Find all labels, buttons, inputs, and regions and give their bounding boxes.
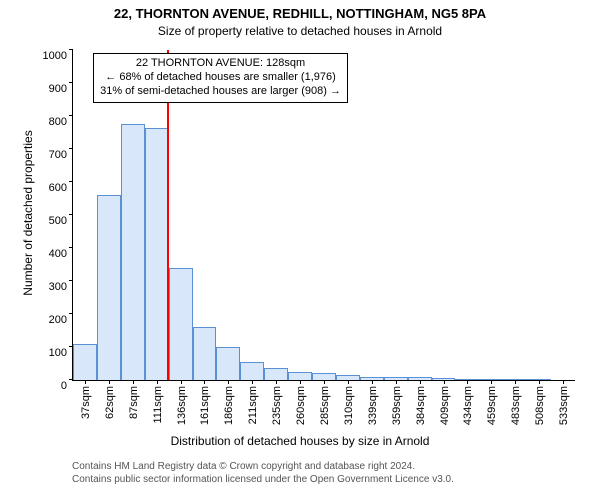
x-tick-label: 136sqm [174,386,188,425]
histogram-bar [312,373,336,380]
x-tick-mark [396,380,397,384]
x-tick-mark [348,380,349,384]
histogram-bar [73,344,97,380]
y-tick-label: 400 [49,248,73,260]
histogram-bar [264,368,288,380]
plot-area: 0100200300400500600700800900100037sqm62s… [72,50,575,381]
histogram-bar [145,128,169,380]
y-tick-mark [69,49,73,50]
y-tick-mark [69,82,73,83]
y-tick-label: 800 [49,116,73,128]
x-tick-mark [181,380,182,384]
y-tick-mark [69,115,73,116]
annotation-line-2: ← 68% of detached houses are smaller (1,… [100,71,341,85]
y-tick-label: 700 [49,149,73,161]
x-tick-mark [300,380,301,384]
x-tick-label: 211sqm [245,386,259,424]
x-tick-mark [444,380,445,384]
y-tick-mark [69,214,73,215]
y-axis-label: Number of detached properties [21,123,35,303]
x-tick-mark [372,380,373,384]
y-tick-label: 0 [61,380,73,392]
x-tick-label: 285sqm [317,386,331,425]
chart-container: 22, THORNTON AVENUE, REDHILL, NOTTINGHAM… [0,0,600,500]
x-tick-mark [420,380,421,384]
x-tick-mark [467,380,468,384]
annotation-line-3: 31% of semi-detached houses are larger (… [100,85,341,99]
y-tick-label: 300 [49,281,73,293]
x-tick-label: 235sqm [269,386,283,425]
histogram-bar [240,362,264,380]
x-tick-mark [252,380,253,384]
x-tick-label: 260sqm [293,386,307,425]
x-tick-mark [85,380,86,384]
x-tick-label: 434sqm [460,386,474,425]
x-tick-mark [324,380,325,384]
y-tick-mark [69,148,73,149]
y-tick-mark [69,181,73,182]
x-tick-mark [228,380,229,384]
y-tick-mark [69,313,73,314]
x-tick-label: 186sqm [221,386,235,425]
chart-subtitle: Size of property relative to detached ho… [0,24,600,38]
y-tick-mark [69,247,73,248]
y-tick-label: 100 [49,347,73,359]
footer-line-2: Contains public sector information licen… [72,473,454,486]
histogram-bar [193,327,217,380]
x-tick-label: 62sqm [102,386,116,419]
annotation-box: 22 THORNTON AVENUE: 128sqm← 68% of detac… [93,53,348,102]
x-tick-label: 111sqm [150,386,164,424]
footer-line-1: Contains HM Land Registry data © Crown c… [72,460,454,473]
x-tick-label: 508sqm [532,386,546,425]
y-tick-mark [69,280,73,281]
x-tick-label: 533sqm [556,386,570,425]
footer-attribution: Contains HM Land Registry data © Crown c… [72,460,454,486]
x-tick-label: 384sqm [413,386,427,425]
x-tick-label: 409sqm [437,386,451,425]
histogram-bar [216,347,240,380]
histogram-bar [169,268,193,380]
x-tick-label: 37sqm [78,386,92,419]
y-tick-label: 600 [49,182,73,194]
chart-title: 22, THORNTON AVENUE, REDHILL, NOTTINGHAM… [0,6,600,21]
x-tick-label: 359sqm [389,386,403,425]
y-tick-label: 500 [49,215,73,227]
x-tick-mark [157,380,158,384]
x-tick-label: 310sqm [341,386,355,425]
x-axis-label: Distribution of detached houses by size … [0,434,600,448]
x-tick-mark [276,380,277,384]
annotation-line-1: 22 THORNTON AVENUE: 128sqm [100,57,341,71]
x-tick-mark [204,380,205,384]
x-tick-mark [539,380,540,384]
x-tick-mark [563,380,564,384]
x-tick-label: 483sqm [508,386,522,425]
histogram-bar [121,124,145,380]
x-tick-label: 161sqm [197,386,211,425]
y-tick-label: 200 [49,314,73,326]
x-tick-label: 339sqm [365,386,379,425]
y-tick-label: 1000 [43,50,73,62]
x-tick-mark [491,380,492,384]
x-tick-label: 87sqm [126,386,140,419]
histogram-bar [97,195,121,380]
y-tick-label: 900 [49,83,73,95]
x-tick-mark [109,380,110,384]
x-tick-mark [133,380,134,384]
histogram-bar [288,372,312,380]
x-tick-mark [515,380,516,384]
x-tick-label: 459sqm [484,386,498,425]
